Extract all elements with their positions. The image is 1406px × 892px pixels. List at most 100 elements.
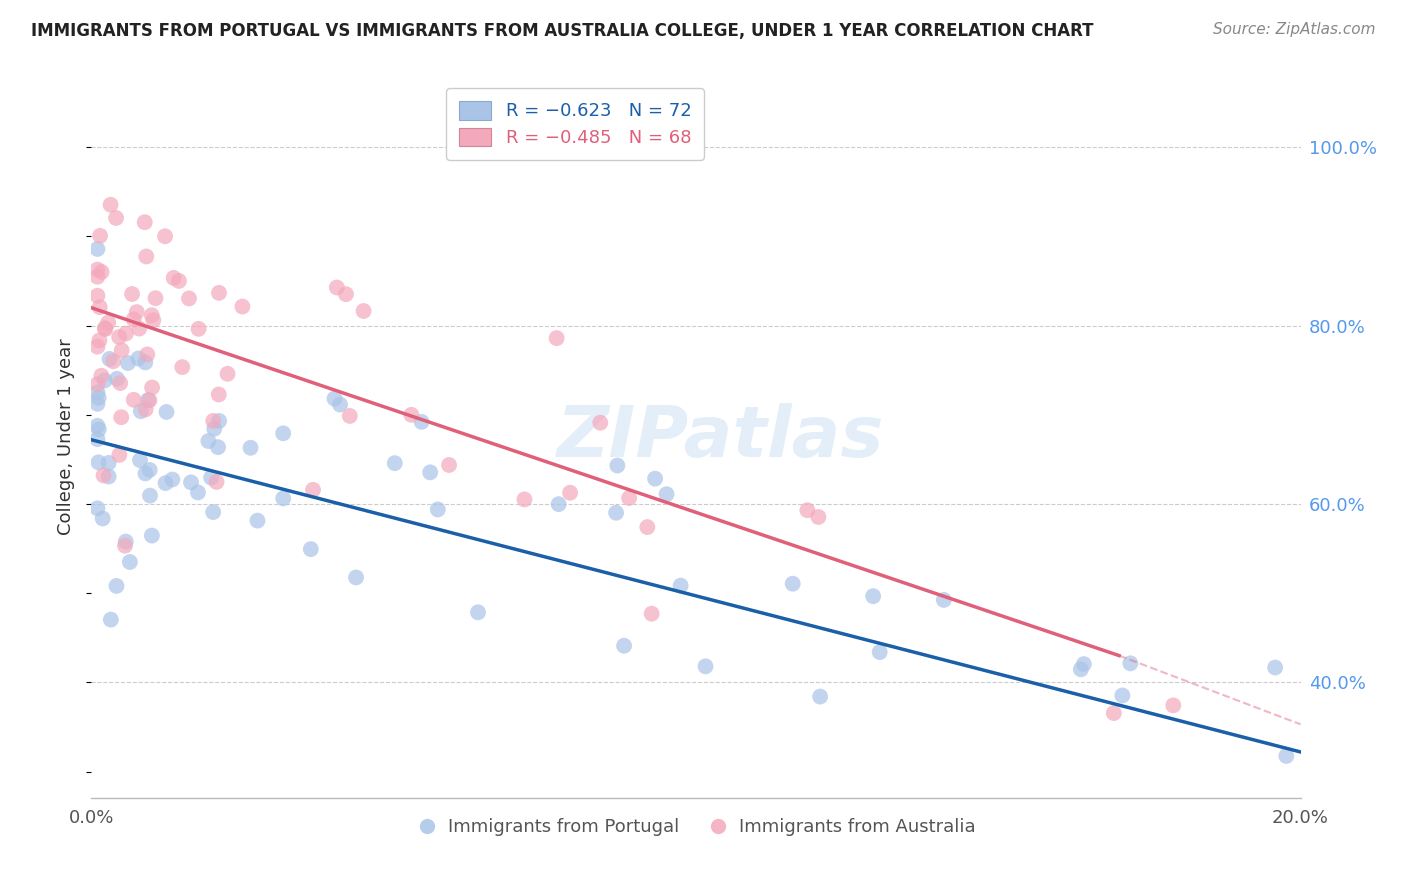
- Point: [271, 491, 294, 506]
- Point: [86, 377, 108, 392]
- Point: [180, 475, 202, 490]
- Point: [419, 466, 441, 480]
- Point: [200, 470, 222, 484]
- Point: [141, 528, 163, 542]
- Point: [807, 510, 830, 524]
- Point: [134, 467, 156, 481]
- Point: [110, 376, 132, 390]
- Point: [335, 287, 357, 301]
- Point: [167, 274, 190, 288]
- Point: [640, 607, 662, 621]
- Point: [138, 463, 160, 477]
- Point: [121, 287, 143, 301]
- Point: [122, 312, 145, 326]
- Point: [1264, 660, 1286, 674]
- Point: [271, 426, 294, 441]
- Point: [86, 385, 108, 400]
- Point: [89, 334, 111, 348]
- Point: [411, 415, 433, 429]
- Point: [86, 262, 108, 277]
- Point: [86, 432, 108, 446]
- Point: [605, 506, 627, 520]
- Point: [695, 659, 717, 673]
- Point: [97, 316, 120, 330]
- Point: [163, 271, 186, 285]
- Point: [323, 392, 346, 406]
- Point: [135, 402, 157, 417]
- Point: [644, 472, 666, 486]
- Point: [105, 579, 128, 593]
- Point: [231, 300, 253, 314]
- Point: [110, 410, 132, 425]
- Point: [796, 503, 818, 517]
- Point: [100, 613, 122, 627]
- Point: [111, 343, 134, 358]
- Point: [202, 422, 225, 436]
- Point: [547, 497, 569, 511]
- Point: [326, 280, 349, 294]
- Point: [613, 639, 636, 653]
- Point: [94, 321, 117, 335]
- Point: [208, 285, 231, 300]
- Point: [114, 539, 136, 553]
- Point: [1275, 748, 1298, 763]
- Point: [128, 321, 150, 335]
- Point: [87, 455, 110, 469]
- Point: [129, 453, 152, 467]
- Point: [187, 322, 209, 336]
- Point: [89, 228, 111, 243]
- Point: [932, 593, 955, 607]
- Point: [208, 387, 231, 401]
- Point: [606, 458, 628, 473]
- Point: [205, 475, 228, 489]
- Point: [862, 589, 884, 603]
- Point: [808, 690, 831, 704]
- Point: [1161, 698, 1184, 713]
- Point: [1070, 662, 1092, 676]
- Point: [513, 492, 536, 507]
- Point: [546, 331, 568, 345]
- Point: [155, 476, 177, 491]
- Point: [401, 408, 423, 422]
- Point: [202, 505, 225, 519]
- Point: [239, 441, 262, 455]
- Point: [145, 291, 167, 305]
- Legend: Immigrants from Portugal, Immigrants from Australia: Immigrants from Portugal, Immigrants fro…: [409, 811, 983, 844]
- Point: [118, 555, 141, 569]
- Point: [98, 351, 121, 366]
- Point: [172, 360, 194, 375]
- Point: [782, 576, 804, 591]
- Point: [869, 645, 891, 659]
- Point: [197, 434, 219, 448]
- Text: Source: ZipAtlas.com: Source: ZipAtlas.com: [1212, 22, 1375, 37]
- Point: [162, 473, 184, 487]
- Point: [655, 487, 678, 501]
- Point: [136, 392, 159, 407]
- Point: [141, 308, 163, 322]
- Point: [329, 398, 352, 412]
- Point: [97, 456, 120, 470]
- Point: [97, 469, 120, 483]
- Point: [384, 456, 406, 470]
- Point: [1102, 706, 1125, 720]
- Y-axis label: College, Under 1 year: College, Under 1 year: [58, 339, 76, 535]
- Point: [87, 422, 110, 436]
- Point: [135, 250, 157, 264]
- Point: [115, 326, 138, 341]
- Point: [86, 397, 108, 411]
- Point: [467, 605, 489, 619]
- Point: [129, 404, 152, 418]
- Point: [302, 483, 325, 497]
- Point: [134, 355, 156, 369]
- Point: [153, 229, 176, 244]
- Point: [141, 380, 163, 394]
- Point: [207, 440, 229, 454]
- Point: [91, 511, 114, 525]
- Point: [558, 485, 581, 500]
- Point: [86, 418, 108, 433]
- Point: [89, 300, 111, 314]
- Point: [100, 198, 122, 212]
- Point: [344, 570, 367, 584]
- Point: [93, 373, 115, 387]
- Point: [669, 579, 692, 593]
